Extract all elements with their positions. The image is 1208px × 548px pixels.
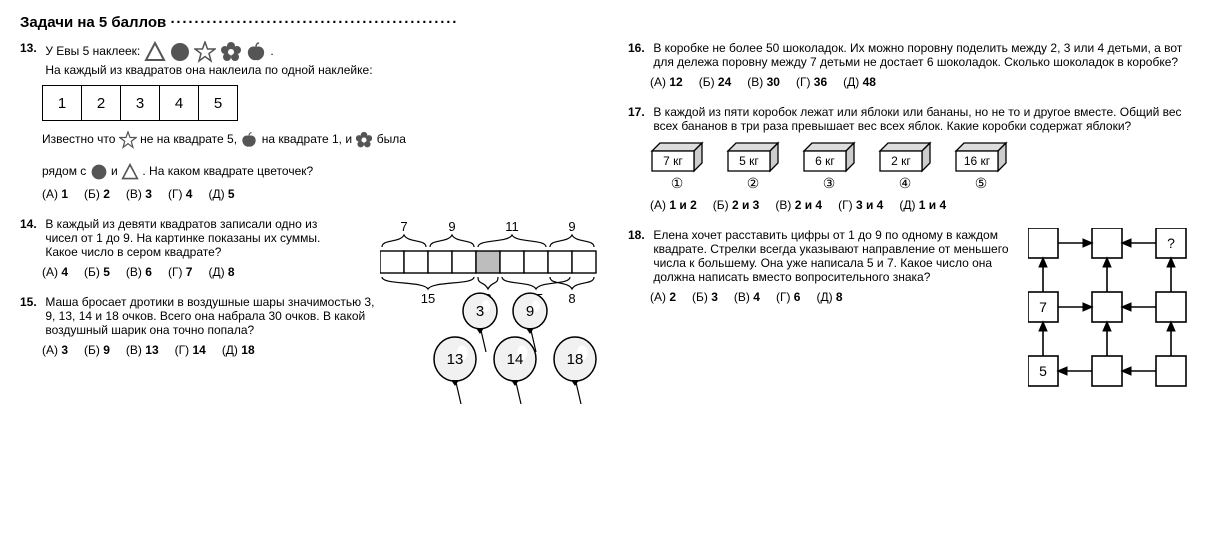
answer-option: (Г) 3 и 4 xyxy=(838,198,883,212)
problem-known: Известно что не на квадрате 5, на квадра… xyxy=(42,131,580,181)
balloons-figure: 3 9 13 14 18 xyxy=(420,289,610,407)
problem-text: В каждой из пяти коробок лежат или яблок… xyxy=(653,105,1187,133)
svg-text:2 кг: 2 кг xyxy=(891,154,911,168)
answer-option: (Д) 5 xyxy=(208,187,234,201)
problem-number: 15. xyxy=(20,295,42,309)
answer-option: (А) 4 xyxy=(42,265,68,279)
problem-text: У Евы 5 наклеек: . На каждый из квадрато… xyxy=(45,41,579,77)
answer-option: (Б) 2 и 3 xyxy=(713,198,760,212)
svg-text:13: 13 xyxy=(447,351,464,368)
answer-option: (Б) 24 xyxy=(699,75,732,89)
boxes-row: 7 кг ① 5 кг ② 6 кг ③ 2 кг ④ 16 кг xyxy=(650,141,1188,192)
answer-option: (Г) 7 xyxy=(168,265,193,279)
answer-options: (А) 1 (Б) 2 (В) 3 (Г) 4 (Д) 5 xyxy=(42,187,580,201)
arrow-grid-figure: ? 7 5 xyxy=(1028,228,1208,391)
flower-icon xyxy=(355,131,373,149)
svg-text:5 кг: 5 кг xyxy=(739,154,759,168)
answer-options: (А) 12 (Б) 24 (В) 30 (Г) 36 (Д) 48 xyxy=(650,75,1188,89)
problem-number: 16. xyxy=(628,41,650,55)
answer-option: (Д) 48 xyxy=(843,75,876,89)
weight-box: 6 кг ③ xyxy=(802,141,856,192)
circle-icon xyxy=(169,41,191,63)
svg-text:16 кг: 16 кг xyxy=(964,154,991,168)
circle-icon xyxy=(90,163,108,181)
svg-text:7 кг: 7 кг xyxy=(663,154,683,168)
apple-icon xyxy=(245,41,267,63)
answer-option: (Б) 3 xyxy=(692,290,718,304)
problem-number: 17. xyxy=(628,105,650,119)
answer-option: (В) 13 xyxy=(126,343,159,357)
squares-row: 12345 xyxy=(42,85,238,121)
svg-text:14: 14 xyxy=(507,351,524,368)
problem-14: 14. В каждый из девяти квадратов записал… xyxy=(20,217,580,279)
svg-text:9: 9 xyxy=(448,219,455,234)
answer-option: (В) 4 xyxy=(734,290,760,304)
square-cell: 3 xyxy=(121,86,160,121)
problem-15: 15. Маша бросает дротики в воздушные шар… xyxy=(20,295,580,390)
answer-option: (Б) 5 xyxy=(84,265,110,279)
answer-option: (Д) 18 xyxy=(222,343,255,357)
triangle-icon xyxy=(121,163,139,181)
answer-option: (Г) 14 xyxy=(175,343,206,357)
answer-option: (А) 3 xyxy=(42,343,68,357)
star-icon xyxy=(194,41,216,63)
answer-option: (А) 1 xyxy=(42,187,68,201)
answer-option: (Д) 8 xyxy=(208,265,234,279)
apple-icon xyxy=(240,131,258,149)
section-title: Задачи на 5 баллов ·····················… xyxy=(20,14,1188,31)
svg-text:7: 7 xyxy=(1039,299,1047,315)
svg-text:11: 11 xyxy=(505,219,519,234)
problem-16: 16. В коробке не более 50 шоколадок. Их … xyxy=(628,41,1188,89)
weight-box: 16 кг ⑤ xyxy=(954,141,1008,192)
svg-text:7: 7 xyxy=(400,219,407,234)
problem-text: В каждый из девяти квадратов записали од… xyxy=(45,217,345,259)
problem-18: 18. Елена хочет расставить цифры от 1 до… xyxy=(628,228,1188,378)
answer-option: (В) 2 и 4 xyxy=(775,198,822,212)
weight-box: 7 кг ① xyxy=(650,141,704,192)
answer-option: (Д) 8 xyxy=(816,290,842,304)
answer-option: (Г) 6 xyxy=(776,290,801,304)
svg-text:9: 9 xyxy=(526,303,534,320)
answer-option: (Б) 2 xyxy=(84,187,110,201)
answer-option: (Б) 9 xyxy=(84,343,110,357)
svg-text:5: 5 xyxy=(1039,363,1047,379)
problem-number: 13. xyxy=(20,41,42,55)
triangle-icon xyxy=(144,41,166,63)
answer-option: (В) 30 xyxy=(747,75,780,89)
problem-13: 13. У Евы 5 наклеек: . На каждый из квад… xyxy=(20,41,580,201)
svg-text:3: 3 xyxy=(476,303,484,320)
weight-box: 5 кг ② xyxy=(726,141,780,192)
problem-number: 18. xyxy=(628,228,650,242)
answer-option: (Г) 4 xyxy=(168,187,193,201)
square-cell: 5 xyxy=(199,86,238,121)
square-cell: 2 xyxy=(82,86,121,121)
answer-option: (В) 6 xyxy=(126,265,152,279)
answer-option: (Г) 36 xyxy=(796,75,827,89)
answer-option: (А) 2 xyxy=(650,290,676,304)
problem-number: 14. xyxy=(20,217,42,231)
weight-box: 2 кг ④ xyxy=(878,141,932,192)
svg-text:18: 18 xyxy=(567,351,584,368)
svg-text:6 кг: 6 кг xyxy=(815,154,835,168)
problem-text: Елена хочет расставить цифры от 1 до 9 п… xyxy=(653,228,1023,284)
square-cell: 4 xyxy=(160,86,199,121)
answer-options: (А) 1 и 2 (Б) 2 и 3 (В) 2 и 4 (Г) 3 и 4 (Д) … xyxy=(650,198,1188,212)
answer-option: (В) 3 xyxy=(126,187,152,201)
problem-17: 17. В каждой из пяти коробок лежат или я… xyxy=(628,105,1188,212)
problem-text: Маша бросает дротики в воздушные шары зн… xyxy=(45,295,385,337)
answer-option: (Д) 1 и 4 xyxy=(899,198,946,212)
star-icon xyxy=(119,131,137,149)
square-cell: 1 xyxy=(43,86,82,121)
problem-text: В коробке не более 50 шоколадок. Их можн… xyxy=(653,41,1187,69)
answer-option: (А) 1 и 2 xyxy=(650,198,697,212)
flower-icon xyxy=(220,41,242,63)
svg-text:9: 9 xyxy=(568,219,575,234)
answer-option: (А) 12 xyxy=(650,75,683,89)
svg-text:?: ? xyxy=(1167,235,1175,251)
